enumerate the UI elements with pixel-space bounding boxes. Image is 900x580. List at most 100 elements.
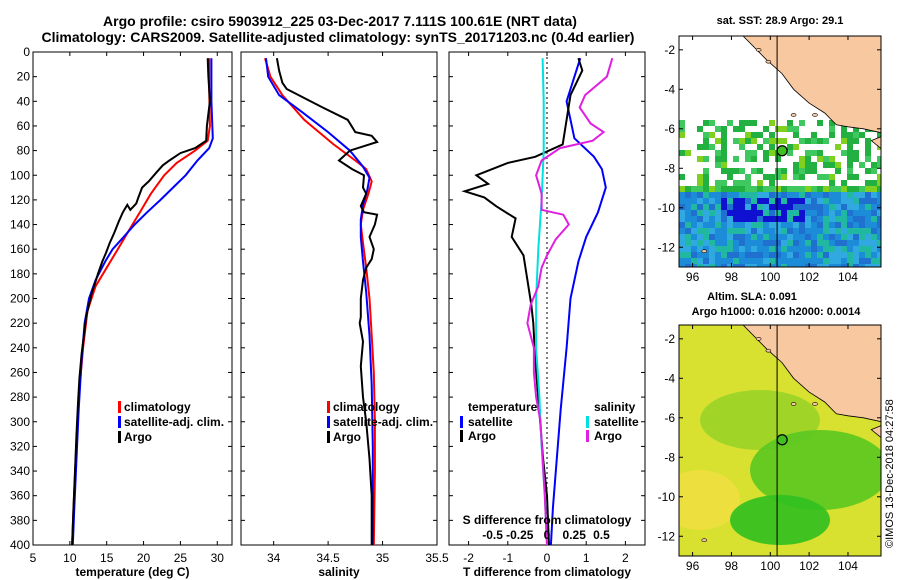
sst-pixel bbox=[763, 228, 769, 234]
sst-pixel bbox=[817, 264, 823, 267]
sst-pixel bbox=[727, 204, 733, 210]
sst-pixel bbox=[757, 222, 763, 228]
sst-pixel bbox=[685, 258, 691, 264]
sla-blob bbox=[730, 495, 830, 545]
sst-pixel bbox=[835, 246, 841, 252]
sst-pixel bbox=[799, 258, 805, 264]
sst-pixel bbox=[871, 162, 877, 168]
sst-pixel bbox=[721, 156, 727, 162]
sst-pixel bbox=[823, 138, 829, 144]
sst-pixel bbox=[859, 240, 865, 246]
sst-pixel bbox=[733, 258, 739, 264]
sst-pixel bbox=[721, 228, 727, 234]
sst-pixel bbox=[829, 180, 835, 186]
sst-frame bbox=[678, 35, 882, 268]
sst-pixel bbox=[715, 246, 721, 252]
sst-pixel bbox=[757, 258, 763, 264]
sst-pixel bbox=[721, 258, 727, 264]
map-y-tick-label: -2 bbox=[664, 43, 675, 57]
sst-pixel bbox=[817, 216, 823, 222]
sst-pixel bbox=[859, 234, 865, 240]
sst-pixel bbox=[745, 204, 751, 210]
sst-pixel bbox=[817, 210, 823, 216]
sst-pixel bbox=[715, 228, 721, 234]
sst-pixel bbox=[739, 198, 745, 204]
sst-pixel bbox=[685, 234, 691, 240]
sst-pixel bbox=[829, 198, 835, 204]
sst-pixel bbox=[823, 186, 829, 192]
sst-pixel bbox=[781, 126, 787, 132]
sst-pixel bbox=[775, 240, 781, 246]
sst-pixel bbox=[733, 246, 739, 252]
sst-pixel bbox=[751, 120, 757, 126]
sst-pixel bbox=[805, 162, 811, 168]
sst-pixel bbox=[847, 162, 853, 168]
sst-pixel bbox=[679, 258, 685, 264]
sst-pixel bbox=[709, 132, 715, 138]
sst-pixel bbox=[799, 138, 805, 144]
sst-pixel bbox=[841, 138, 847, 144]
sst-pixel bbox=[685, 240, 691, 246]
sst-pixel bbox=[715, 210, 721, 216]
sst-pixel bbox=[757, 240, 763, 246]
sst-pixel bbox=[835, 264, 841, 267]
sst-pixel bbox=[691, 198, 697, 204]
sst-pixel bbox=[781, 234, 787, 240]
sst-pixel bbox=[829, 186, 835, 192]
sst-pixel bbox=[697, 174, 703, 180]
x-tick-label: 35 bbox=[376, 551, 390, 565]
sst-pixel bbox=[805, 150, 811, 156]
sst-pixel bbox=[877, 132, 881, 138]
sst-pixel bbox=[769, 150, 775, 156]
sst-pixel bbox=[697, 144, 703, 150]
sst-pixel bbox=[853, 216, 859, 222]
sst-pixel bbox=[721, 234, 727, 240]
sst-pixel bbox=[733, 198, 739, 204]
sst-pixel bbox=[847, 144, 853, 150]
sst-pixel bbox=[859, 264, 865, 267]
sst-pixel bbox=[751, 156, 757, 162]
sst-pixel bbox=[733, 234, 739, 240]
sst-pixel bbox=[853, 264, 859, 267]
sst-pixel bbox=[769, 252, 775, 258]
sst-pixel bbox=[727, 198, 733, 204]
sst-pixel bbox=[721, 180, 727, 186]
sst-pixel bbox=[823, 156, 829, 162]
sst-pixel bbox=[871, 186, 877, 192]
map-x-tick-label: 96 bbox=[686, 559, 700, 573]
sst-pixel bbox=[847, 258, 853, 264]
x-tick-label: 25 bbox=[174, 551, 188, 565]
sst-pixel bbox=[859, 204, 865, 210]
x-tick-label: 5 bbox=[30, 551, 37, 565]
s-tick-label: 0.5 bbox=[593, 528, 610, 542]
sst-pixel bbox=[811, 162, 817, 168]
sst-pixel bbox=[823, 216, 829, 222]
sst-pixel bbox=[727, 252, 733, 258]
sst-pixel bbox=[823, 162, 829, 168]
sst-pixel bbox=[685, 186, 691, 192]
sst-pixel bbox=[877, 216, 881, 222]
title-line-1: Argo profile: csiro 5903912_225 03-Dec-2… bbox=[103, 13, 577, 29]
sst-pixel bbox=[733, 240, 739, 246]
sst-pixel bbox=[829, 126, 835, 132]
sst-pixel bbox=[721, 192, 727, 198]
legend-swatch bbox=[118, 431, 121, 443]
sst-pixel bbox=[847, 228, 853, 234]
sst-pixel bbox=[757, 216, 763, 222]
sst-pixel bbox=[775, 258, 781, 264]
sst-pixel bbox=[763, 246, 769, 252]
sst-pixel bbox=[703, 258, 709, 264]
sst-pixel bbox=[751, 258, 757, 264]
sst-pixel bbox=[805, 264, 811, 267]
sst-pixel bbox=[829, 258, 835, 264]
sst-pixel bbox=[829, 156, 835, 162]
sst-pixel bbox=[703, 204, 709, 210]
sst-pixel bbox=[715, 240, 721, 246]
sst-pixel bbox=[715, 264, 721, 267]
sst-pixel bbox=[865, 240, 871, 246]
sst-pixel bbox=[757, 204, 763, 210]
legend-swatch bbox=[460, 430, 463, 442]
y-tick-label: 220 bbox=[10, 316, 30, 330]
sst-pixel bbox=[835, 240, 841, 246]
sst-pixel bbox=[823, 192, 829, 198]
